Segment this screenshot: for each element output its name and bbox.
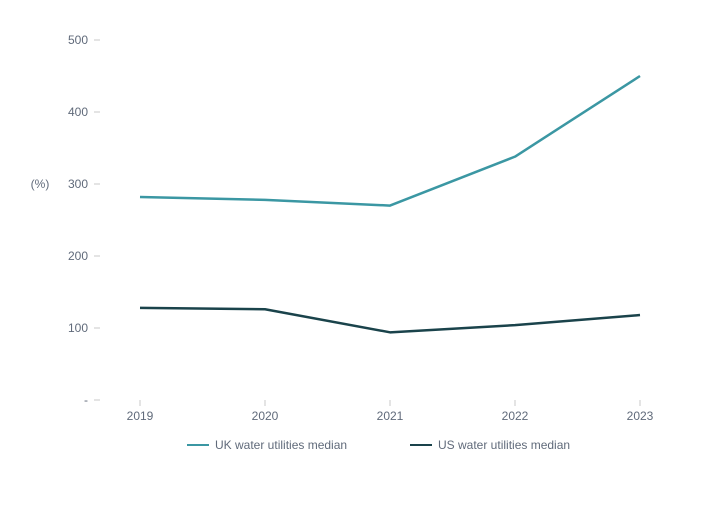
chart-svg: - 100 200 300 400 500 (%) 2019 2020 2021 2022 2023 U… bbox=[0, 0, 704, 508]
x-tick-label: 2023 bbox=[627, 409, 654, 423]
y-axis-label: (%) bbox=[31, 177, 50, 191]
x-tick-label: 2019 bbox=[127, 409, 154, 423]
legend-label: US water utilities median bbox=[438, 438, 570, 452]
legend-label: UK water utilities median bbox=[215, 438, 347, 452]
y-tick-label: 400 bbox=[68, 105, 88, 119]
y-tick-label: 300 bbox=[68, 177, 88, 191]
x-tick-label: 2021 bbox=[377, 409, 404, 423]
y-tick-label: 500 bbox=[68, 33, 88, 47]
y-tick-label: 100 bbox=[68, 321, 88, 335]
x-tick-label: 2022 bbox=[502, 409, 529, 423]
y-tick-label: 200 bbox=[68, 249, 88, 263]
series-line-0 bbox=[140, 76, 640, 206]
y-tick-label: - bbox=[84, 393, 88, 407]
series-line-1 bbox=[140, 308, 640, 332]
x-tick-label: 2020 bbox=[252, 409, 279, 423]
line-chart: - 100 200 300 400 500 (%) 2019 2020 2021 2022 2023 U… bbox=[0, 0, 704, 508]
